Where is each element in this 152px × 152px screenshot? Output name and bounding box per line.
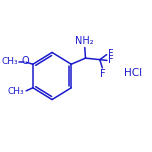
Text: O: O [21, 57, 29, 66]
Text: HCl: HCl [124, 68, 143, 78]
Text: F: F [108, 49, 113, 59]
Text: NH₂: NH₂ [76, 36, 94, 46]
Text: CH₃: CH₃ [2, 57, 18, 66]
Text: F: F [108, 55, 114, 65]
Text: F: F [100, 69, 105, 79]
Text: CH₃: CH₃ [8, 87, 25, 96]
